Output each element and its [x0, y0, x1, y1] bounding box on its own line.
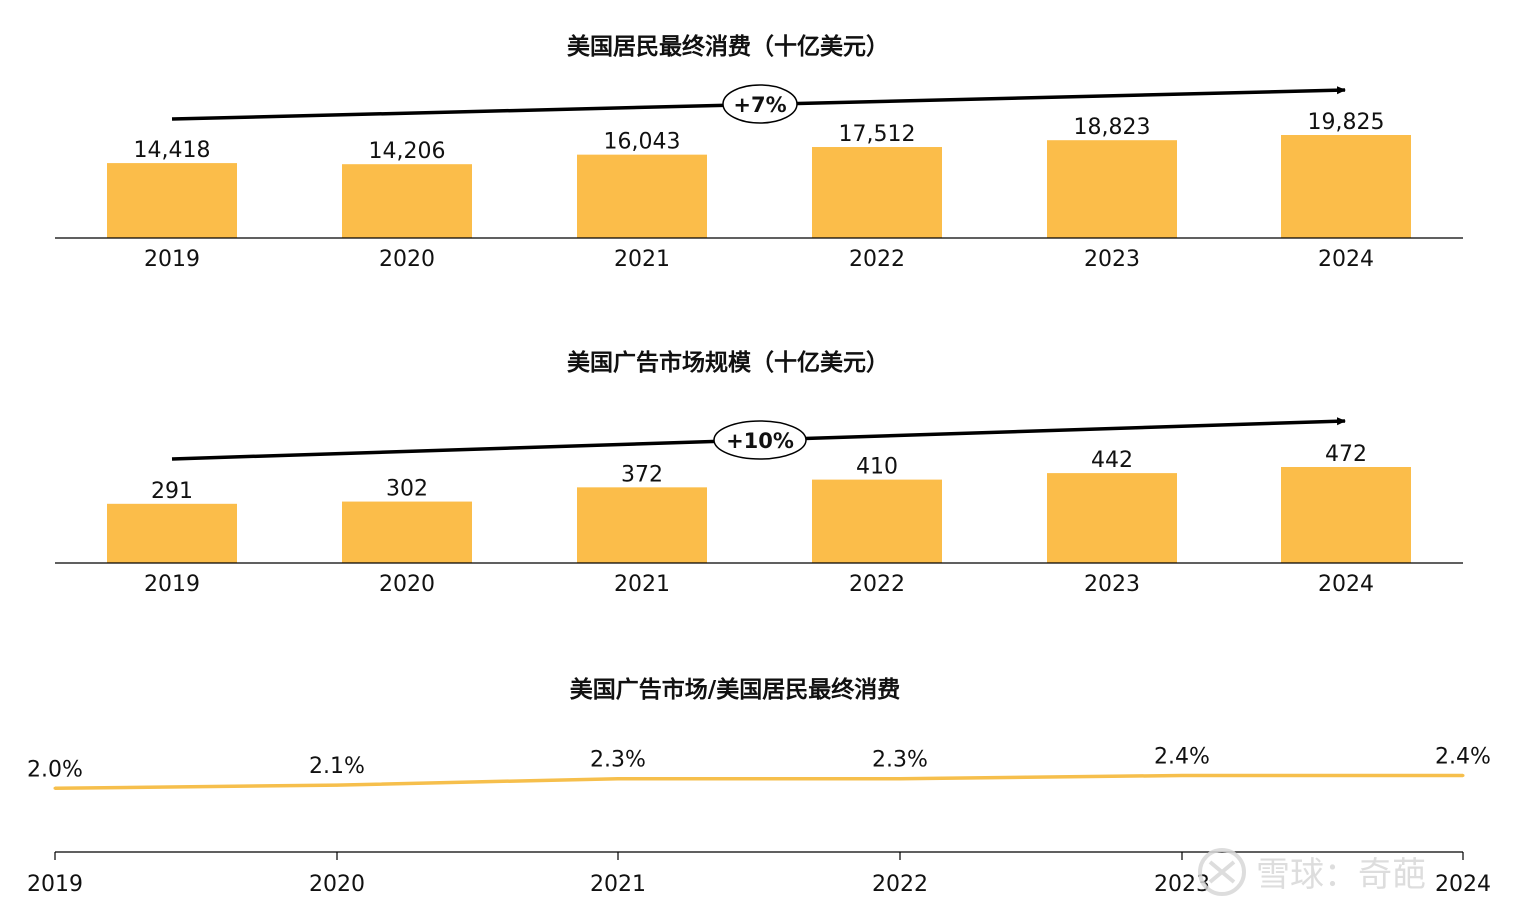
x-tick-label: 2022: [849, 247, 905, 272]
data-label-2023: 18,823: [1074, 115, 1151, 140]
data-label-2022: 2.3%: [872, 748, 928, 773]
chart-3-title: 美国广告市场/美国居民最终消费: [570, 676, 900, 703]
bar-2023: [1047, 473, 1177, 563]
x-tick-label: 2023: [1084, 572, 1140, 597]
x-tick-label: 2020: [379, 247, 435, 272]
bar-2022: [812, 147, 942, 238]
chart-1-cagr-label: +7%: [733, 93, 786, 117]
x-tick-label: 2022: [872, 872, 928, 897]
x-tick-label: 2020: [309, 872, 365, 897]
consumption-chart: 美国居民最终消费（十亿美元） +7% 14,418 2019 14,206 2020 1…: [55, 33, 1463, 272]
chart-1-title: 美国居民最终消费（十亿美元）: [567, 33, 889, 60]
x-tick-label: 2021: [614, 572, 670, 597]
x-tick-label: 2024: [1435, 872, 1491, 897]
ad-market-chart: 美国广告市场规模（十亿美元） +10% 291 2019 302 2020 372 202…: [55, 349, 1463, 597]
data-label-2021: 2.3%: [590, 748, 646, 773]
data-label-2024: 2.4%: [1435, 745, 1491, 770]
data-label-2020: 302: [386, 477, 428, 502]
bar-2023: [1047, 140, 1177, 238]
data-label-2019: 291: [151, 479, 193, 504]
chart-2-cagr-oval: [713, 420, 807, 460]
bar-2019: [107, 503, 237, 563]
chart-1-cagr-oval: [722, 84, 798, 124]
data-point-2020: [335, 783, 339, 787]
x-tick-label: 2024: [1318, 247, 1374, 272]
data-label-2020: 14,206: [369, 139, 446, 164]
bar-2020: [342, 164, 472, 238]
ratio-series-line: [54, 773, 1463, 791]
bar-2022: [812, 479, 942, 563]
bar-2020: [342, 501, 472, 563]
bar-2021: [577, 154, 707, 238]
data-label-2022: 17,512: [839, 122, 916, 147]
data-label-2019: 14,418: [134, 138, 211, 163]
watermark-text: 雪球：奇葩: [1256, 855, 1426, 895]
x-tick-label: 2021: [614, 247, 670, 272]
data-point-2022: [898, 777, 902, 781]
data-label-2024: 19,825: [1308, 110, 1385, 135]
x-tick-label: 2021: [590, 872, 646, 897]
x-tick-label: 2020: [379, 572, 435, 597]
x-tick-label: 2022: [849, 572, 905, 597]
data-label-2020: 2.1%: [309, 754, 365, 779]
x-tick-label: 2019: [144, 572, 200, 597]
bar-2024: [1281, 135, 1411, 238]
data-label-2022: 410: [856, 455, 898, 480]
chart-2-cagr-label: +10%: [726, 429, 794, 453]
data-label-2023: 2.4%: [1154, 745, 1210, 770]
data-point-2023: [1180, 774, 1184, 778]
data-label-2023: 442: [1091, 448, 1133, 473]
bar-2021: [577, 487, 707, 563]
bar-2024: [1281, 467, 1411, 563]
x-tick-label: 2019: [27, 872, 83, 897]
x-tick-label: 2023: [1084, 247, 1140, 272]
snowball-logo-icon: [1198, 848, 1246, 896]
data-label-2021: 372: [621, 462, 663, 487]
data-label-2019: 2.0%: [27, 757, 83, 782]
chart-2-title: 美国广告市场规模（十亿美元）: [567, 349, 889, 376]
x-tick-label: 2024: [1318, 572, 1374, 597]
watermark: 雪球：奇葩: [1198, 848, 1426, 896]
data-label-2021: 16,043: [604, 130, 681, 155]
data-point-2024: [1461, 774, 1465, 778]
bar-2019: [107, 163, 237, 238]
data-point-2021: [616, 777, 620, 781]
data-label-2024: 472: [1325, 442, 1367, 467]
data-point-2019: [53, 786, 57, 790]
x-tick-label: 2019: [144, 247, 200, 272]
